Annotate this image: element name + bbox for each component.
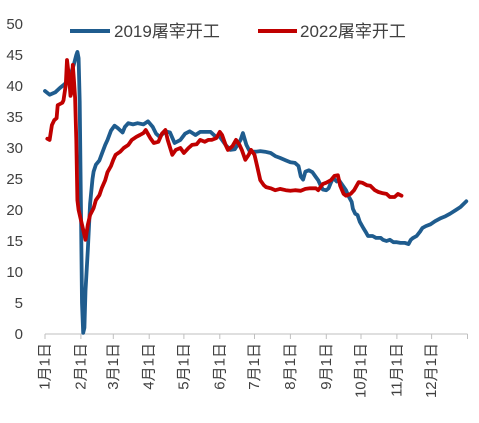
x-tick-label-month-3: 3月1日 <box>105 343 122 390</box>
x-axis-ticks: 1月1日 2月1日 3月1日 4月1日 5月1日 6月1日 7月1日 8月1日 9月1日 10月1… <box>37 334 468 398</box>
x-tick-label-month-12: 12月1日 <box>423 343 440 398</box>
x-tick-label-month-6: 6月1日 <box>211 343 228 390</box>
series-lines <box>43 50 469 335</box>
y-tick-label-15: 15 <box>6 233 23 250</box>
y-tick-label-35: 35 <box>6 109 23 126</box>
x-tick-label-month-11: 11月1日 <box>388 343 405 397</box>
legend-label-2019: 2019屠宰开工 <box>114 22 220 41</box>
x-tick-label-month-5: 5月1日 <box>175 343 192 390</box>
x-tick-label-month-8: 8月1日 <box>282 343 299 390</box>
y-tick-label-10: 10 <box>6 264 23 281</box>
x-tick-label-month-10: 10月1日 <box>353 343 370 398</box>
x-tick-label-month-1: 1月1日 <box>37 343 54 390</box>
legend-label-2022: 2022屠宰开工 <box>300 22 406 41</box>
y-tick-label-50: 50 <box>6 16 23 33</box>
y-tick-label-0: 0 <box>15 326 23 343</box>
y-tick-label-25: 25 <box>6 171 23 188</box>
x-tick-label-month-4: 4月1日 <box>141 343 158 390</box>
y-tick-label-30: 30 <box>6 140 23 157</box>
y-axis-tick-labels: 0 5 10 15 20 25 30 35 40 45 50 <box>6 16 23 343</box>
x-tick-label-month-2: 2月1日 <box>72 343 89 390</box>
y-tick-label-5: 5 <box>15 295 23 312</box>
x-tick-label-month-7: 7月1日 <box>246 343 263 390</box>
y-tick-label-45: 45 <box>6 47 23 64</box>
legend: 2019屠宰开工 2022屠宰开工 <box>70 22 406 41</box>
x-tick-label-month-9: 9月1日 <box>318 343 335 390</box>
y-tick-label-20: 20 <box>6 202 23 219</box>
series-line-2019 <box>43 50 469 335</box>
series-line-2022 <box>45 58 404 242</box>
y-tick-label-40: 40 <box>6 78 23 95</box>
